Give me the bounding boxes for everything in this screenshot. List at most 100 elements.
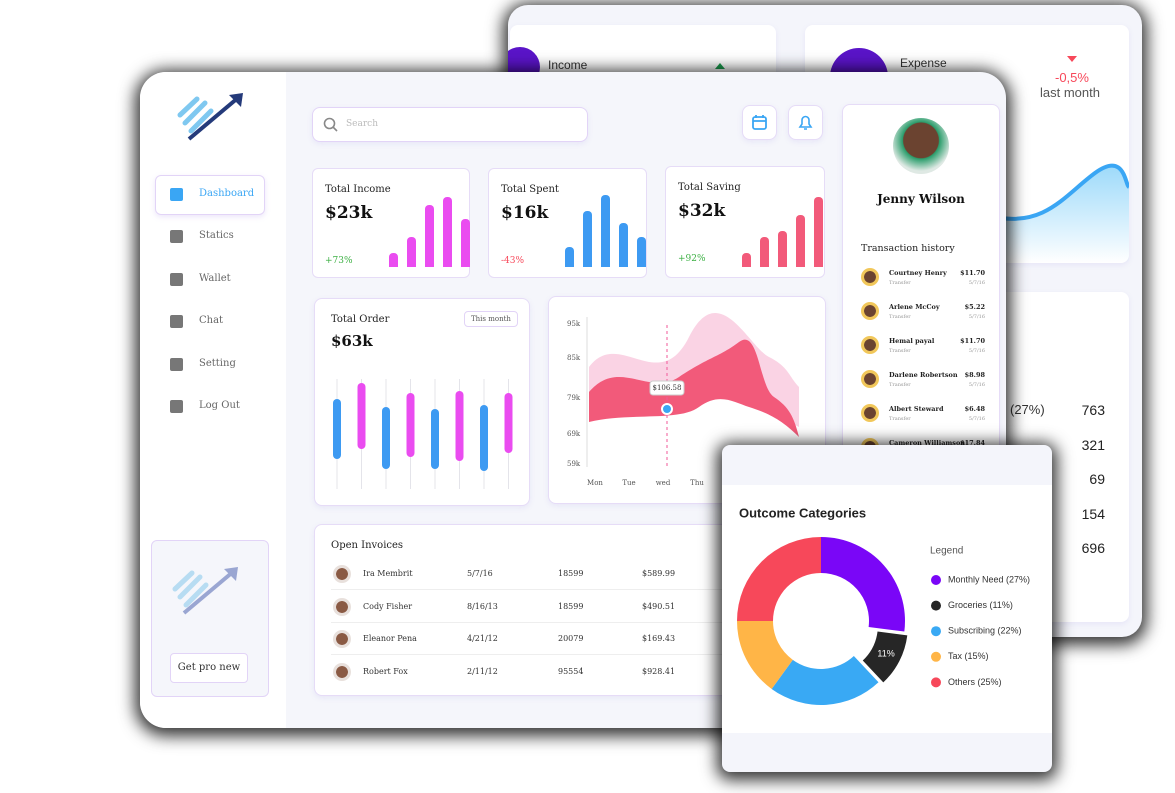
invoice-cell: 5/7/16: [467, 569, 493, 578]
line: [994, 163, 1129, 221]
notification-button[interactable]: [788, 105, 823, 140]
legend-swatch: [931, 677, 941, 688]
y-tick-label: 59k: [567, 460, 581, 468]
slice: [737, 621, 793, 689]
x-tick-label: wed: [656, 479, 671, 487]
stat-value: 763: [1081, 402, 1105, 418]
search-placeholder: Search: [346, 119, 378, 129]
tx-type: Transfer: [889, 348, 911, 354]
order-amount: $63k: [331, 332, 373, 350]
period-selector[interactable]: This month: [464, 311, 518, 327]
mini-bar: [461, 219, 470, 267]
legend-label: Subscribing (22%): [948, 626, 1022, 636]
order-bar: [382, 407, 390, 469]
row-divider: [331, 589, 859, 590]
nav-item[interactable]: Setting: [199, 357, 236, 369]
invoice-cell: 20079: [558, 634, 584, 643]
profile-name: Jenny Wilson: [877, 192, 965, 206]
slice: [771, 655, 879, 705]
slice: [737, 537, 821, 621]
order-bar: [455, 391, 464, 461]
get-pro-button[interactable]: Get pro new: [170, 653, 248, 683]
legend-swatch: [931, 575, 941, 585]
tx-name: Albert Steward: [889, 405, 944, 413]
y-tick-label: 95k: [567, 320, 581, 328]
tx-name: Courtney Henry: [889, 269, 947, 277]
legend-swatch: [931, 651, 941, 662]
trend-chart: $106.58 95k 85k 79k 69k 59k Mon Tue wed Thu: [567, 312, 799, 487]
invoice-cell: 18599: [558, 601, 584, 611]
order-bar: [357, 383, 366, 449]
expense-change: -0,5%: [1055, 70, 1089, 85]
tx-date: 5/7/16: [968, 314, 985, 320]
mini-bar: [389, 253, 398, 267]
invoice-cell: $928.41: [642, 666, 676, 676]
card-title: Total Spent: [501, 184, 559, 195]
promo-logo: [172, 567, 238, 615]
area: [995, 165, 1129, 263]
nav-item[interactable]: Dashboard: [199, 188, 255, 199]
nav-item[interactable]: Wallet: [199, 272, 231, 284]
stat-card: Total Saving $32k +92%: [665, 166, 825, 278]
tx-name: Darlene Robertson: [889, 371, 958, 379]
down-arrow: [1067, 56, 1077, 67]
order-bar: [431, 409, 439, 469]
avatar: [861, 268, 879, 286]
search-box[interactable]: Search: [312, 107, 588, 142]
nav-item[interactable]: Statics: [199, 230, 234, 242]
mini-bar: [565, 247, 574, 267]
mini-bar: [778, 231, 787, 267]
invoice-cell: $589.99: [642, 569, 676, 578]
income-label: Income: [548, 58, 588, 72]
up-arrow: [715, 58, 725, 69]
mini-bar: [637, 237, 646, 267]
legend-label: Monthly Need (27%): [948, 574, 1030, 584]
invoice-cell: Cody Fisher: [363, 601, 413, 611]
order-title: Total Order: [331, 314, 390, 325]
promo-box: Get pro new: [151, 540, 269, 697]
legend-swatch: [931, 600, 941, 611]
profile-card: Jenny Wilson Transaction history Courtne…: [842, 104, 1000, 506]
tooltip: $106.58: [653, 384, 682, 392]
stat-label: (27%): [1010, 402, 1045, 417]
calendar-button[interactable]: [742, 105, 777, 140]
x-tick-label: Thu: [690, 479, 704, 487]
card-change: -43%: [501, 256, 525, 266]
expense-period: last month: [1040, 85, 1100, 100]
mini-bar: [619, 223, 628, 267]
tx-amount: $11.70: [960, 269, 985, 277]
avatar: [861, 302, 879, 320]
trend-card: $106.58 95k 85k 79k 69k 59k Mon Tue wed Thu: [548, 296, 826, 504]
tx-amount: $8.98: [964, 371, 985, 379]
legend-label: Tax (15%): [948, 651, 989, 661]
stat-value: 321: [1081, 436, 1105, 453]
tx-name: Hemal payal: [889, 337, 935, 345]
card-change: +92%: [678, 254, 706, 264]
legend-label: Others (25%): [948, 677, 1002, 687]
tx-date: 5/7/16: [968, 382, 985, 388]
invoice-cell: 18599: [558, 569, 584, 578]
logo: [177, 93, 243, 141]
nav-item[interactable]: Log Out: [199, 400, 240, 411]
avatar: [333, 662, 351, 681]
y-tick-label: 69k: [567, 430, 581, 438]
mini-bar: [407, 237, 416, 267]
row-divider: [331, 654, 859, 655]
nav-item[interactable]: Chat: [199, 315, 224, 327]
stat-value: 69: [1089, 471, 1105, 487]
tx-type: Transfer: [889, 314, 911, 320]
invoice-cell: $490.51: [642, 601, 676, 611]
card-amount: $32k: [678, 201, 726, 221]
tooltip-box: [649, 380, 685, 396]
x-tick-label: Tue: [622, 479, 635, 487]
mini-bar: [425, 205, 434, 267]
legend-label: Groceries (11%): [948, 600, 1013, 610]
tx-type: Transfer: [889, 280, 911, 286]
legend-swatch: [931, 626, 941, 637]
stat-value: 154: [1081, 505, 1105, 522]
order-card: Total Order $63k This month: [314, 298, 530, 506]
order-bar: [406, 393, 415, 457]
wave-dark: [589, 339, 799, 437]
nav-icon: [170, 188, 183, 201]
